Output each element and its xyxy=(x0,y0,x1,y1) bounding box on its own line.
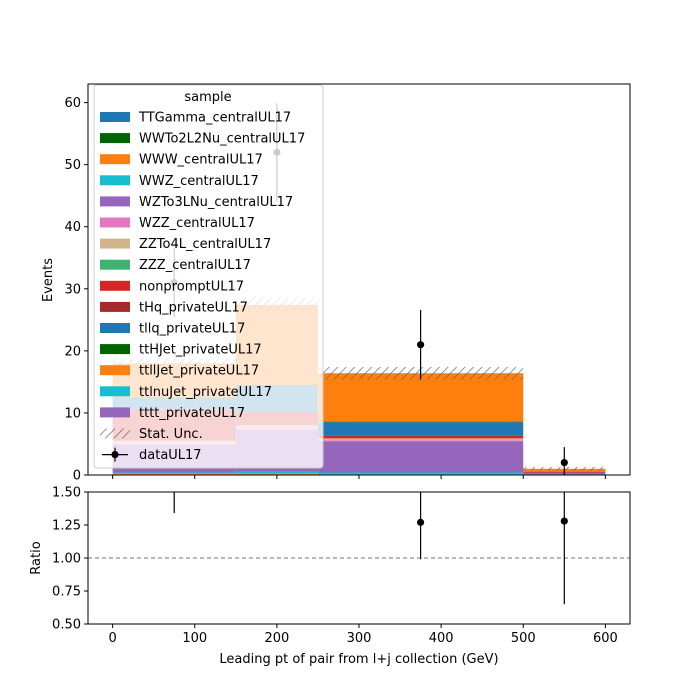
ratio-axes-frame xyxy=(87,491,631,625)
bar-WZTo3LNu_centralUL17-bin2 xyxy=(317,441,524,473)
legend-items: TTGamma_centralUL17 WWTo2L2Nu_centralUL17… xyxy=(100,111,305,463)
bar-ttllJet_privateUL17-bin2 xyxy=(317,373,524,422)
legend-label-ZZTo4L_centralUL17: ZZTo4L_centralUL17 xyxy=(139,237,271,252)
x-tick-label: 300 xyxy=(347,631,372,646)
x-axis-label: Leading pt of pair from l+j collection (… xyxy=(219,652,498,667)
ratio-y-axis-label: Ratio xyxy=(29,541,44,574)
legend-swatch-tHq_privateUL17 xyxy=(100,301,130,312)
legend-swatch-WZTo3LNu_centralUL17 xyxy=(100,196,130,207)
legend-swatch-WZZ_centralUL17 xyxy=(100,217,130,228)
legend-label-WWW_centralUL17: WWW_centralUL17 xyxy=(139,153,263,168)
legend-label-tttt_privateUL17: tttt_privateUL17 xyxy=(139,406,245,421)
legend-label-WZZ_centralUL17: WZZ_centralUL17 xyxy=(139,216,255,231)
legend-swatch-TTGamma_centralUL17 xyxy=(100,112,130,122)
x-tick-label: 0 xyxy=(108,631,116,646)
ratio-y-ticks: 0.50 0.75 1.00 1.25 1.50 xyxy=(52,486,88,633)
legend-label-tllq_privateUL17: tllq_privateUL17 xyxy=(139,322,245,337)
ratio-point-3 xyxy=(560,517,568,525)
data-point-2 xyxy=(416,341,425,349)
legend-title: sample xyxy=(184,90,231,105)
ratio-y-tick-label: 0.75 xyxy=(52,585,81,600)
ratio-y-tick-label: 1.25 xyxy=(52,519,81,534)
legend-label-tHq_privateUL17: tHq_privateUL17 xyxy=(139,300,248,315)
main-y-tick-label: 10 xyxy=(64,406,81,421)
bar-WWZ_centralUL17-bin2 xyxy=(317,472,524,475)
bar-WZZ_centralUL17-bin2 xyxy=(317,440,524,442)
main-y-tick-label: 20 xyxy=(64,344,81,359)
x-tick-label: 200 xyxy=(264,631,289,646)
legend-swatch-stat-unc xyxy=(100,428,130,439)
legend-label-data: dataUL17 xyxy=(139,448,202,463)
legend-swatch-ZZTo4L_centralUL17 xyxy=(100,238,130,249)
legend-label-ttlnuJet_privateUL17: ttlnuJet_privateUL17 xyxy=(139,385,272,400)
ratio-point-2 xyxy=(416,518,425,526)
bar-WWW_centralUL17-bin1 xyxy=(235,473,318,475)
legend-swatch-tllq_privateUL17 xyxy=(100,323,130,333)
main-x-ticks xyxy=(112,475,606,479)
legend-swatch-ZZZ_centralUL17 xyxy=(100,259,130,270)
bar-ZZTo4L_centralUL17-bin2 xyxy=(317,438,524,441)
legend-label-WWTo2L2Nu_centralUL17: WWTo2L2Nu_centralUL17 xyxy=(139,132,305,147)
bar-nonpromptUL17-bin2 xyxy=(317,436,524,439)
legend-swatch-tttt_privateUL17 xyxy=(100,407,130,418)
legend-swatch-WWW_centralUL17 xyxy=(100,154,130,165)
legend-label-WZTo3LNu_centralUL17: WZTo3LNu_centralUL17 xyxy=(139,195,293,210)
main-y-tick-label: 30 xyxy=(64,282,81,297)
legend-swatch-nonpromptUL17 xyxy=(100,280,130,291)
bar-tHq_privateUL17-bin2 xyxy=(317,435,524,437)
legend: sample TTGamma_centralUL17 WWTo2L2Nu_cent… xyxy=(93,84,324,469)
legend-swatch-ttHJet_privateUL17 xyxy=(100,344,130,355)
legend-marker-dot xyxy=(111,451,119,459)
legend-swatch-WWZ_centralUL17 xyxy=(100,175,130,186)
legend-label-WWZ_centralUL17: WWZ_centralUL17 xyxy=(139,174,259,189)
legend-label-ttHJet_privateUL17: ttHJet_privateUL17 xyxy=(139,343,262,358)
main-y-axis-label: Events xyxy=(41,258,56,302)
ratio-panel: 0.50 0.75 1.00 1.25 1.50 0 100 200 300 400 500 600… xyxy=(29,486,631,667)
main-y-tick-label: 60 xyxy=(64,96,81,111)
bar-WWZ_centralUL17-bin0 xyxy=(112,472,236,474)
legend-label-ZZZ_centralUL17: ZZZ_centralUL17 xyxy=(139,258,251,273)
x-tick-label: 100 xyxy=(182,631,207,646)
main-y-ticks: 0 10 20 30 40 50 60 xyxy=(64,96,88,484)
legend-label-TTGamma_centralUL17: TTGamma_centralUL17 xyxy=(138,111,291,126)
bar-ttHJet_privateUL17-bin2 xyxy=(317,421,524,423)
main-y-tick-label: 0 xyxy=(73,469,81,484)
legend-swatch-WWTo2L2Nu_centralUL17 xyxy=(100,133,130,144)
ratio-x-ticks: 0 100 200 300 400 500 600 xyxy=(108,624,618,646)
ratio-y-tick-label: 0.50 xyxy=(52,618,81,633)
x-tick-label: 600 xyxy=(593,631,618,646)
bar-WWZ_centralUL17-bin1 xyxy=(235,471,318,474)
legend-swatch-ttlnuJet_privateUL17 xyxy=(100,386,130,397)
legend-label-stat-unc: Stat. Unc. xyxy=(139,427,203,442)
main-y-tick-label: 50 xyxy=(64,158,81,173)
bar-tllq_privateUL17-bin2 xyxy=(317,422,524,436)
ratio-points xyxy=(173,492,568,605)
legend-label-nonpromptUL17: nonpromptUL17 xyxy=(139,279,244,294)
bar-WWW_centralUL17-bin0 xyxy=(112,473,236,475)
ratio-y-tick-label: 1.50 xyxy=(52,486,81,501)
x-tick-label: 400 xyxy=(429,631,454,646)
legend-frame xyxy=(93,84,324,469)
data-point-3 xyxy=(560,458,568,467)
legend-label-ttllJet_privateUL17: ttllJet_privateUL17 xyxy=(139,364,259,379)
x-tick-label: 500 xyxy=(511,631,536,646)
main-y-tick-label: 40 xyxy=(64,220,81,235)
ratio-y-tick-label: 1.00 xyxy=(52,552,81,567)
legend-swatch-ttllJet_privateUL17 xyxy=(100,365,130,376)
